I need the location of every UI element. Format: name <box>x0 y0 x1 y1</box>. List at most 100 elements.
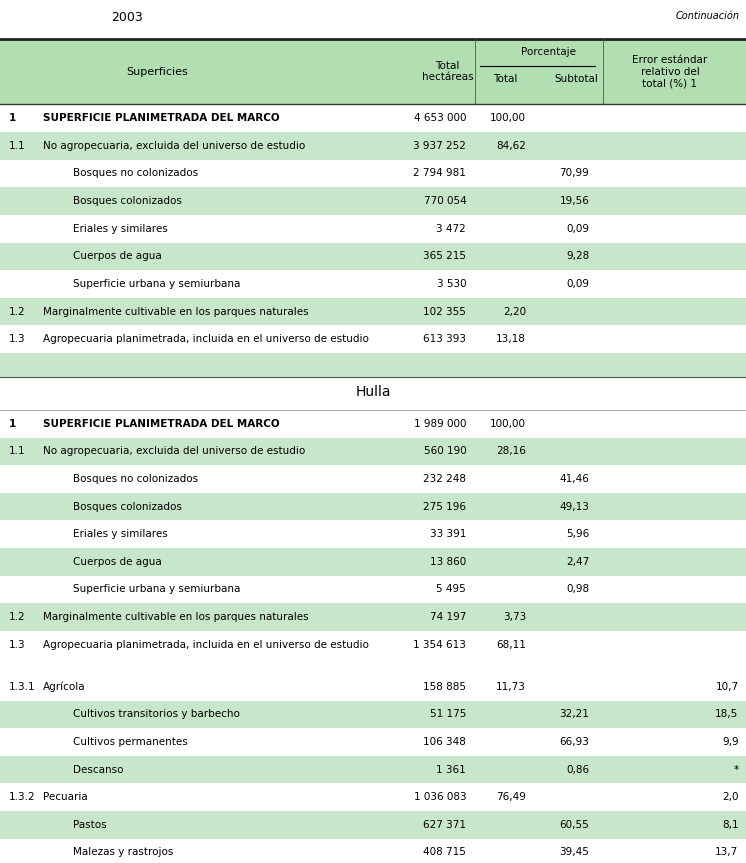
Text: 13 860: 13 860 <box>430 557 466 567</box>
Text: Cultivos permanentes: Cultivos permanentes <box>73 737 188 747</box>
Bar <box>0 784 746 811</box>
Text: 1.1: 1.1 <box>9 446 25 457</box>
Bar <box>0 493 746 520</box>
Bar <box>0 298 746 325</box>
Bar <box>0 270 746 298</box>
Bar <box>0 728 746 756</box>
Text: 8,1: 8,1 <box>722 820 739 830</box>
Text: 9,28: 9,28 <box>566 251 589 261</box>
Text: 365 215: 365 215 <box>423 251 466 261</box>
Text: Agrícola: Agrícola <box>43 682 86 692</box>
Text: 1.2: 1.2 <box>9 306 25 317</box>
Bar <box>0 631 746 658</box>
Text: Cuerpos de agua: Cuerpos de agua <box>73 557 162 567</box>
Text: 68,11: 68,11 <box>496 639 526 650</box>
Text: 1 354 613: 1 354 613 <box>413 639 466 650</box>
Text: SUPERFICIE PLANIMETRADA DEL MARCO: SUPERFICIE PLANIMETRADA DEL MARCO <box>43 113 280 123</box>
Bar <box>0 325 746 353</box>
Bar <box>0 839 746 863</box>
Text: Error estándar
relativo del
total (%) 1: Error estándar relativo del total (%) 1 <box>633 55 707 88</box>
Text: 560 190: 560 190 <box>424 446 466 457</box>
Text: 158 885: 158 885 <box>423 682 466 692</box>
Text: 1 989 000: 1 989 000 <box>414 419 466 429</box>
Text: 60,55: 60,55 <box>560 820 589 830</box>
Text: Pecuaria: Pecuaria <box>43 792 88 803</box>
Text: 232 248: 232 248 <box>423 474 466 484</box>
Bar <box>0 410 746 438</box>
Text: 11,73: 11,73 <box>496 682 526 692</box>
Bar <box>0 576 746 603</box>
Text: *: * <box>733 765 739 775</box>
Text: 41,46: 41,46 <box>560 474 589 484</box>
Text: 0,86: 0,86 <box>566 765 589 775</box>
Text: SUPERFICIE PLANIMETRADA DEL MARCO: SUPERFICIE PLANIMETRADA DEL MARCO <box>43 419 280 429</box>
Text: 70,99: 70,99 <box>560 168 589 179</box>
Text: 2,47: 2,47 <box>566 557 589 567</box>
Text: Eriales y similares: Eriales y similares <box>73 224 168 234</box>
Text: 770 054: 770 054 <box>424 196 466 206</box>
Text: 76,49: 76,49 <box>496 792 526 803</box>
Text: Hulla: Hulla <box>355 385 391 399</box>
Bar <box>0 701 746 728</box>
Text: 0,09: 0,09 <box>566 224 589 234</box>
Text: Bosques no colonizados: Bosques no colonizados <box>73 474 198 484</box>
Text: 1: 1 <box>9 113 16 123</box>
Bar <box>0 520 746 548</box>
Text: 2,20: 2,20 <box>503 306 526 317</box>
Text: Cultivos transitorios y barbecho: Cultivos transitorios y barbecho <box>73 709 240 720</box>
Text: 1: 1 <box>9 419 16 429</box>
Text: Total
hectáreas: Total hectáreas <box>421 60 474 83</box>
Text: Malezas y rastrojos: Malezas y rastrojos <box>73 847 174 858</box>
Bar <box>0 756 746 784</box>
Text: Subtotal: Subtotal <box>554 74 598 85</box>
Text: 3 937 252: 3 937 252 <box>413 141 466 151</box>
Text: Pastos: Pastos <box>73 820 107 830</box>
Text: Bosques no colonizados: Bosques no colonizados <box>73 168 198 179</box>
Text: Total: Total <box>493 74 517 85</box>
Text: 18,5: 18,5 <box>715 709 739 720</box>
Text: 13,18: 13,18 <box>496 334 526 344</box>
Bar <box>0 673 746 701</box>
Text: 1.3: 1.3 <box>9 334 25 344</box>
Text: 1.3.1: 1.3.1 <box>9 682 36 692</box>
Text: 19,56: 19,56 <box>560 196 589 206</box>
Text: 627 371: 627 371 <box>423 820 466 830</box>
Text: 3 530: 3 530 <box>436 279 466 289</box>
Text: 66,93: 66,93 <box>560 737 589 747</box>
Text: 106 348: 106 348 <box>424 737 466 747</box>
Text: 3,73: 3,73 <box>503 612 526 622</box>
Text: 32,21: 32,21 <box>560 709 589 720</box>
Bar <box>0 353 746 377</box>
Text: 1 361: 1 361 <box>436 765 466 775</box>
Text: 5,96: 5,96 <box>566 529 589 539</box>
Text: 84,62: 84,62 <box>496 141 526 151</box>
Text: Cuerpos de agua: Cuerpos de agua <box>73 251 162 261</box>
Bar <box>0 215 746 243</box>
Text: Porcentaje: Porcentaje <box>521 47 576 58</box>
Bar <box>0 438 746 465</box>
Text: Marginalmente cultivable en los parques naturales: Marginalmente cultivable en los parques … <box>43 306 309 317</box>
Text: 51 175: 51 175 <box>430 709 466 720</box>
Text: Bosques colonizados: Bosques colonizados <box>73 501 182 512</box>
Bar <box>0 104 746 132</box>
Bar <box>0 603 746 631</box>
Bar <box>0 243 746 270</box>
Text: Eriales y similares: Eriales y similares <box>73 529 168 539</box>
Text: 0,09: 0,09 <box>566 279 589 289</box>
Text: 1.2: 1.2 <box>9 612 25 622</box>
Text: 0,98: 0,98 <box>566 584 589 595</box>
Text: 1.3.2: 1.3.2 <box>9 792 36 803</box>
Text: 10,7: 10,7 <box>715 682 739 692</box>
Text: Superficies: Superficies <box>126 66 187 77</box>
Text: 2 794 981: 2 794 981 <box>413 168 466 179</box>
Text: 28,16: 28,16 <box>496 446 526 457</box>
Bar <box>0 39 746 104</box>
Text: 9,9: 9,9 <box>722 737 739 747</box>
Text: 275 196: 275 196 <box>423 501 466 512</box>
Bar <box>0 658 746 673</box>
Text: 1 036 083: 1 036 083 <box>413 792 466 803</box>
Text: Descanso: Descanso <box>73 765 124 775</box>
Bar <box>0 548 746 576</box>
Text: 5 495: 5 495 <box>436 584 466 595</box>
Text: 1.3: 1.3 <box>9 639 25 650</box>
